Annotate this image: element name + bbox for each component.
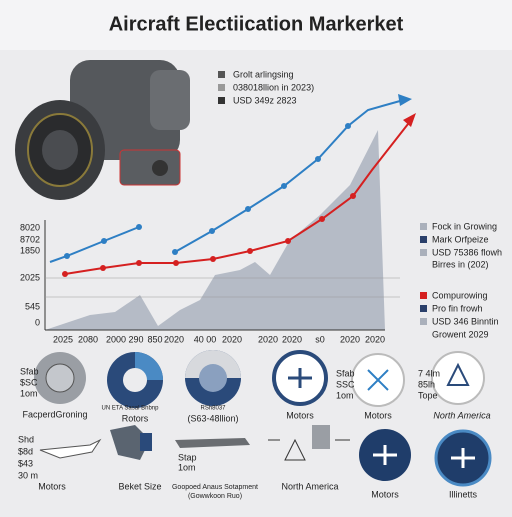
x-tick-label: 2020 [164, 334, 184, 344]
caption: Motors [371, 489, 399, 499]
label: Stap [178, 452, 197, 462]
legend-text: Compurowing [432, 290, 488, 300]
caption: (S63-48llion) [187, 413, 238, 423]
legend-swatch [420, 236, 427, 243]
caption: UN ETA Sasal Bnbnp [102, 406, 160, 412]
caption: FacperdGroning [22, 409, 87, 419]
caption: Motors [364, 410, 392, 420]
y-tick-label: 1850 [20, 245, 40, 255]
x-tick-label: 2020 [365, 334, 385, 344]
engine-illustration [15, 60, 190, 200]
legend-swatch [218, 97, 225, 104]
caption: (Gowwkoon Ruo) [188, 493, 242, 500]
legend-text: USD 75386 flowh [432, 247, 502, 257]
y-tick-label: 8702 [20, 234, 40, 244]
legend-swatch [420, 223, 427, 230]
legend-text: Birres in (202) [432, 259, 489, 269]
legend-text: Pro fin frowh [432, 303, 483, 313]
label: 1om [20, 388, 38, 398]
caption: Rotors [122, 413, 149, 423]
legend-text: USD 349z 2823 [233, 95, 297, 105]
legend-swatch [420, 292, 427, 299]
chart [44, 94, 416, 331]
legend-text: Fock in Growing [432, 221, 497, 231]
legend-text: Mark Orfpeize [432, 234, 489, 244]
label: 7 4lm [418, 368, 440, 378]
caption: Motors [38, 481, 66, 491]
caption: North America [433, 410, 490, 420]
legend-text: 038018llion in 2023) [233, 82, 314, 92]
y-tick-label: 2025 [20, 272, 40, 282]
x-tick-label: 290 [128, 334, 143, 344]
label: $43 [18, 458, 33, 468]
x-tick-label: 2080 [78, 334, 98, 344]
caption: Illinetts [449, 489, 478, 499]
label: SSC [336, 379, 355, 389]
caption: Beket Size [118, 481, 161, 491]
x-tick-label: 2000 [106, 334, 126, 344]
x-tick-label: 2020 [282, 334, 302, 344]
x-tick-label: 2020 [258, 334, 278, 344]
x-tick-label: 2025 [53, 334, 73, 344]
label: 1om [336, 390, 354, 400]
caption: North America [281, 481, 338, 491]
x-tick-label: 850 [147, 334, 162, 344]
caption: Motors [286, 410, 314, 420]
legend-swatch [420, 249, 427, 256]
icon-row [39, 425, 492, 487]
x-tick-label: 2020 [222, 334, 242, 344]
y-tick-label: 8020 [20, 222, 40, 232]
y-tick-label: 545 [25, 301, 40, 311]
legend-swatch [218, 71, 225, 78]
legend-swatch [420, 305, 427, 312]
label: 85lh [418, 379, 435, 389]
title: Aircraft Electiication Markerket [109, 13, 404, 35]
label: $8d [18, 446, 33, 456]
x-tick-label: 2020 [340, 334, 360, 344]
label: $SC [20, 377, 38, 387]
label: Sfab [336, 368, 355, 378]
y-tick-label: 0 [35, 317, 40, 327]
x-tick-label: 40 00 [194, 334, 217, 344]
label: Sfab [20, 366, 39, 376]
legend-swatch [218, 84, 225, 91]
legend-text: USD 346 Binntin [432, 316, 499, 326]
caption: Goopoed Anaus Sotapment [172, 484, 258, 491]
icon-row [34, 350, 485, 408]
legend-text: Grolt arlingsing [233, 69, 294, 79]
label: 30 m [18, 470, 38, 480]
label: Tope [418, 390, 438, 400]
legend-text: Growent 2029 [432, 329, 489, 339]
label: Shd [18, 434, 34, 444]
x-tick-label: s0 [315, 334, 325, 344]
legend-swatch [420, 318, 427, 325]
label: 1om [178, 462, 196, 472]
caption: RSh8037 [200, 406, 226, 412]
